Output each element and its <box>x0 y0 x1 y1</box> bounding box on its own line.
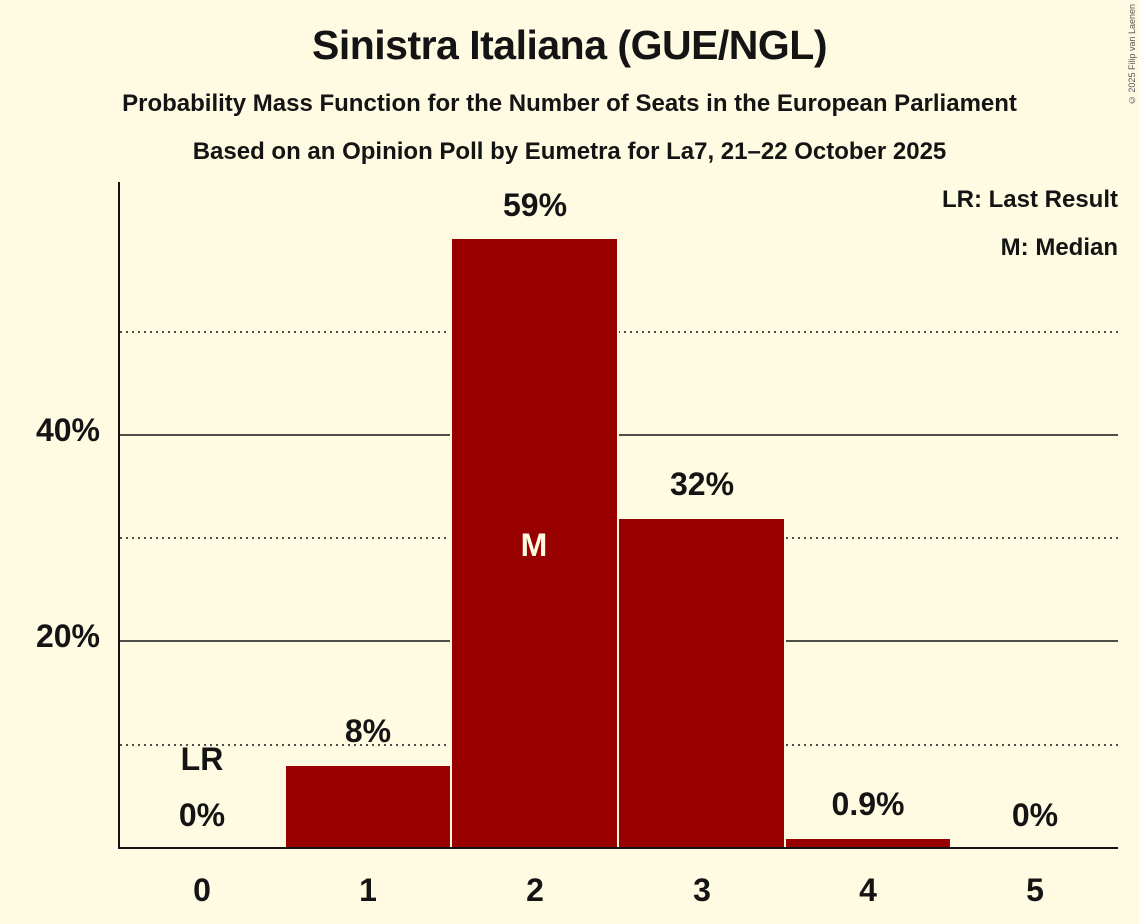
bar-value-label-5: 0% <box>1011 797 1059 833</box>
x-tick-3: 3 <box>693 872 711 908</box>
x-tick-5: 5 <box>1026 872 1044 908</box>
bar-value-label-1: 8% <box>344 713 392 749</box>
bar-value-label-0: 0% <box>178 797 226 833</box>
bar-4-seats <box>784 837 952 849</box>
legend-last-result: LR: Last Result <box>941 186 1118 213</box>
median-marker: M <box>520 527 548 563</box>
chart-subtitle: Probability Mass Function for the Number… <box>122 90 1017 117</box>
bar-2-seats <box>450 237 619 849</box>
y-tick-20: 20% <box>35 618 100 654</box>
x-tick-1: 1 <box>359 872 377 908</box>
bar-value-label-4: 0.9% <box>831 786 905 822</box>
legend-median: M: Median <box>1000 234 1118 261</box>
y-tick-40: 40% <box>35 412 100 448</box>
x-tick-4: 4 <box>859 872 877 908</box>
bar-3-seats <box>617 517 786 849</box>
bar-1-seat <box>284 764 452 849</box>
bars <box>284 237 952 849</box>
x-tick-2: 2 <box>526 872 544 908</box>
x-tick-0: 0 <box>193 872 211 908</box>
bar-value-label-2: 59% <box>502 187 568 223</box>
chart-source-line: Based on an Opinion Poll by Eumetra for … <box>192 138 947 165</box>
last-result-marker: LR <box>180 741 224 777</box>
bar-value-label-3: 32% <box>669 466 735 502</box>
chart-title: Sinistra Italiana (GUE/NGL) <box>311 22 828 68</box>
